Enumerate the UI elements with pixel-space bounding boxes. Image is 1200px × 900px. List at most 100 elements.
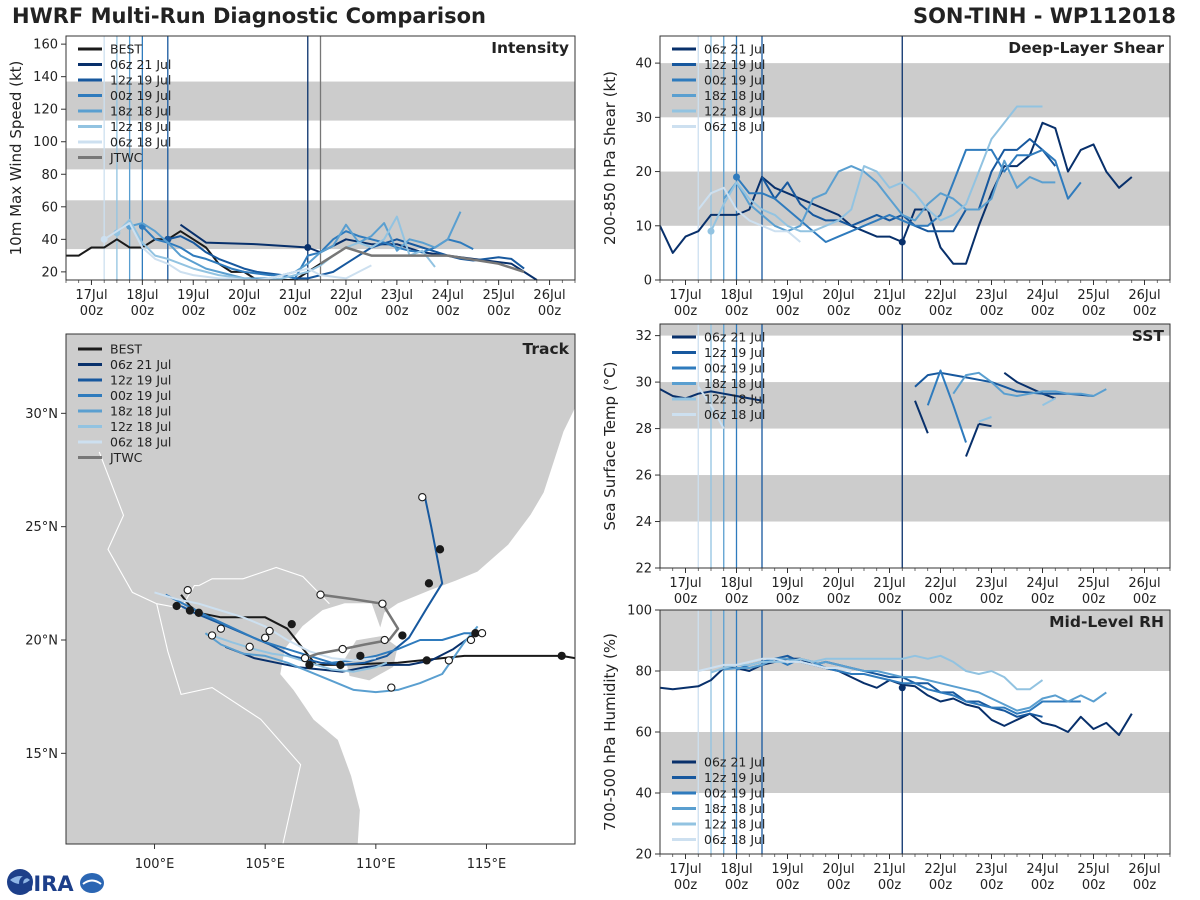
- legend-label: 06z 18 Jul: [110, 435, 171, 450]
- series-line-06z-18-jul: [697, 186, 801, 243]
- x-tick-label: 20Jul: [822, 576, 854, 591]
- legend-label: 18z 18 Jul: [704, 88, 765, 103]
- x-tick-label: 00z: [725, 592, 749, 607]
- x-tick-label: 19Jul: [771, 862, 803, 877]
- y-tick-label: 0: [644, 274, 652, 289]
- cira-badge-icon: [80, 873, 104, 893]
- x-tick-label: 24Jul: [432, 288, 464, 303]
- y-axis-label: 700-500 hPa Humidity (%): [601, 633, 619, 831]
- y-tick-label: 20: [635, 165, 652, 180]
- x-tick-label: 21Jul: [873, 288, 905, 303]
- series-line-18z-18-jul: [723, 159, 1056, 233]
- legend-label: 06z 21 Jul: [704, 330, 765, 345]
- x-tick-label: 22Jul: [924, 288, 956, 303]
- series-line-06z-21-jul: [978, 422, 992, 428]
- x-tick-label: 24Jul: [1026, 862, 1058, 877]
- series-line-jtwc: [319, 246, 525, 274]
- track-position-marker: [444, 656, 454, 665]
- y-tick-label: 40: [635, 787, 652, 802]
- legend-label: 18z 18 Jul: [704, 801, 765, 816]
- y-tick-label: 24: [635, 515, 652, 530]
- x-tick-label: 23Jul: [381, 288, 413, 303]
- x-tick-label: 22Jul: [330, 288, 362, 303]
- legend-label: 06z 18 Jul: [704, 119, 765, 134]
- legend-label: 06z 21 Jul: [704, 42, 765, 57]
- legend-label: 00z 19 Jul: [704, 786, 765, 801]
- legend-label: 00z 19 Jul: [704, 361, 765, 376]
- map-frame: [65, 333, 576, 845]
- x-tick-label: 19Jul: [177, 288, 209, 303]
- y-tick-label: 160: [33, 38, 58, 53]
- track-position-marker: [300, 653, 310, 663]
- track-position-marker: [305, 660, 314, 670]
- country-border: [156, 603, 302, 844]
- legend-label: 12z 19 Jul: [110, 73, 171, 88]
- series-line-best: [66, 230, 322, 280]
- series-marker: [304, 243, 312, 251]
- legend-label: 12z 18 Jul: [704, 104, 765, 119]
- series-line-06z-18-jul: [698, 657, 852, 672]
- legend-label: 06z 18 Jul: [704, 832, 765, 847]
- lat-tick-label: 30°N: [25, 407, 58, 422]
- x-tick-label: 25Jul: [1077, 862, 1109, 877]
- shade-band: [660, 732, 1170, 793]
- x-tick-label: 23Jul: [975, 288, 1007, 303]
- chart-rh: 2040608010017Jul00z18Jul00z19Jul00z20Jul…: [601, 604, 1171, 893]
- x-tick-label: 19Jul: [771, 576, 803, 591]
- x-tick-label: 00z: [980, 304, 1004, 319]
- track-position-marker: [207, 631, 217, 640]
- cira-logo-text: CIRA: [18, 872, 74, 896]
- x-tick-label: 18Jul: [720, 288, 752, 303]
- x-tick-label: 00z: [929, 878, 953, 893]
- legend-label: 18z 18 Jul: [110, 404, 171, 419]
- y-tick-label: 20: [635, 848, 652, 863]
- series-line-12z-18-jul: [710, 654, 1044, 691]
- legend-label: 12z 18 Jul: [704, 817, 765, 832]
- x-tick-label: 00z: [827, 304, 851, 319]
- y-tick-label: 60: [635, 726, 652, 741]
- track-position-marker: [261, 633, 270, 642]
- series-line-06z-21-jul: [914, 400, 929, 434]
- x-tick-label: 19Jul: [771, 288, 803, 303]
- track-position-marker: [185, 606, 195, 615]
- legend-label: 06z 21 Jul: [704, 755, 765, 770]
- shade-band: [660, 475, 1170, 522]
- x-tick-label: 00z: [674, 878, 698, 893]
- x-tick-label: 18Jul: [720, 576, 752, 591]
- x-tick-label: 26Jul: [533, 288, 565, 303]
- y-tick-label: 80: [41, 168, 58, 183]
- chart-intensity: 2040608010012014016017Jul00z18Jul00z19Ju…: [7, 35, 576, 319]
- legend-label: 00z 19 Jul: [704, 73, 765, 88]
- y-tick-label: 120: [33, 103, 58, 118]
- series-line-12z-18-jul: [710, 105, 1043, 233]
- track-position-marker: [466, 635, 476, 645]
- shade-band: [660, 382, 1170, 429]
- x-tick-label: 25Jul: [1077, 288, 1109, 303]
- y-tick-label: 32: [635, 329, 652, 344]
- y-tick-label: 60: [41, 200, 58, 215]
- y-tick-label: 20: [41, 265, 58, 280]
- x-tick-label: 22Jul: [924, 862, 956, 877]
- legend-label: BEST: [110, 42, 142, 57]
- x-tick-label: 00z: [725, 304, 749, 319]
- x-tick-label: 23Jul: [975, 862, 1007, 877]
- x-tick-label: 00z: [1031, 592, 1055, 607]
- x-tick-label: 00z: [538, 304, 562, 319]
- country-border: [198, 578, 243, 587]
- track-position-marker: [424, 579, 434, 588]
- charts-layer: 2040608010012014016017Jul00z18Jul00z19Ju…: [7, 35, 1171, 893]
- legend-label: 06z 21 Jul: [110, 57, 171, 72]
- track-line-06z-18-jul: [154, 591, 376, 662]
- x-tick-label: 20Jul: [822, 862, 854, 877]
- series-line-00z-19-jul: [735, 148, 1082, 243]
- series-line-18z-18-jul: [952, 371, 1107, 397]
- x-tick-label: 22Jul: [924, 576, 956, 591]
- x-tick-label: 17Jul: [669, 288, 701, 303]
- panel-title: Deep-Layer Shear: [1008, 39, 1164, 57]
- y-tick-label: 10: [635, 219, 652, 234]
- track-position-marker: [194, 608, 203, 617]
- track-position-marker: [398, 631, 407, 640]
